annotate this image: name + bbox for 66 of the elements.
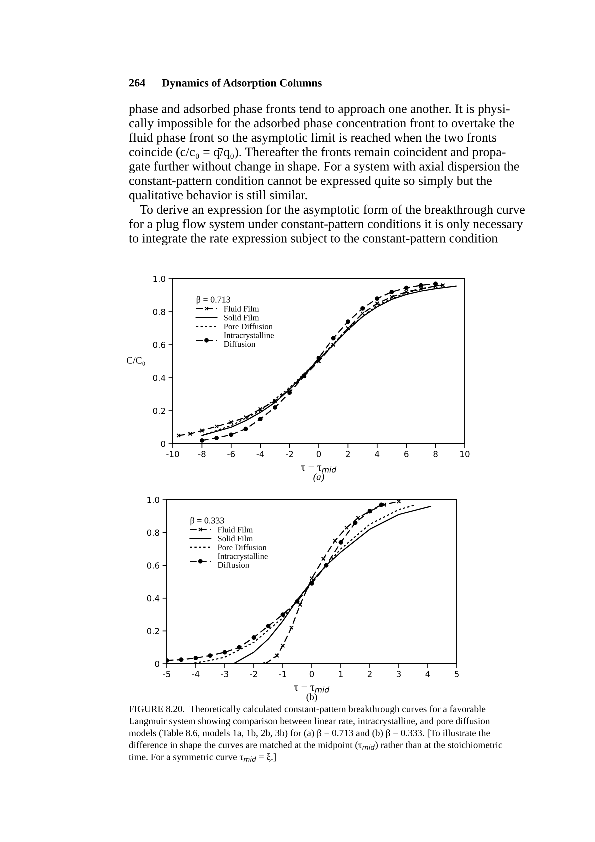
y-tick-label: 0.6 — [153, 342, 166, 348]
x-tick-label: -5 — [163, 671, 170, 678]
x-tick-label: 2 — [368, 671, 372, 678]
legend-label: Fluid Film — [224, 306, 260, 312]
x-axis-title: τ − τ$_{mid}$ — [294, 686, 330, 693]
x-tick-label: 0 — [310, 671, 314, 678]
text: (a) — [314, 474, 324, 482]
x-tick-label: -8 — [198, 451, 206, 458]
x-tick-label: 3 — [396, 671, 401, 678]
x-tick-label: 6 — [404, 451, 409, 458]
x-tick-label: -1 — [279, 671, 286, 678]
y-tick-label: 1.0 — [148, 496, 160, 504]
y-axis-title: C/C₀ — [127, 357, 146, 366]
y-tick-label: 0.6 — [147, 562, 160, 569]
text: phase and adsorbed phase fronts tend to approach one another. It is physi- — [129, 104, 510, 116]
x-tick-label: 4 — [426, 671, 430, 678]
x-tick-label: -6 — [228, 451, 236, 458]
text: models (Table 8.6, models 1a, 1b, 2b, 3b) for (a) β = 0.713 and (b) β = 0.333. [To illustrate the — [129, 730, 490, 738]
y-tick-label: 0.4 — [153, 374, 166, 382]
text: difference in shape the curves are matched at the midpoint (τ$_{mid}$) rather than at the stoichiometric — [129, 742, 502, 750]
x-tick-label: -4 — [256, 451, 264, 458]
y-tick-label: 0 — [161, 440, 166, 448]
text: cally impossible for the adsorbed phase concentration front to overtake the — [129, 118, 514, 130]
text: qualitative behavior is still similar. — [129, 190, 308, 202]
y-tick-label: 0.4 — [147, 595, 160, 602]
x-tick-label: 2 — [346, 451, 350, 458]
text: gate further without change in shape. For a system with axial dispersion the — [130, 162, 520, 174]
y-tick-label: 0.8 — [147, 530, 160, 536]
x-tick-label: 10 — [460, 451, 470, 458]
legend-label: Solid Film — [218, 536, 254, 542]
text: for a plug flow system under constant-pattern conditions it is only necessary — [129, 219, 524, 232]
caption: FIGURE 8.20. Theoretically calculated constant-pattern breakthrough curves for a favorable — [129, 706, 486, 714]
text: coincide (c/c₀ = q̄/q₀). Thereafter the fronts remain coincident and propa- — [129, 147, 506, 160]
x-tick-label: -2 — [286, 451, 294, 458]
x-tick-label: 1 — [339, 671, 343, 678]
x-tick-label: -2 — [250, 671, 258, 678]
legend-label: Pore Diffusion — [218, 544, 267, 550]
text: 264 — [129, 79, 146, 87]
text: to integrate the rate expression subject to the constant-pattern condition — [129, 234, 498, 246]
y-tick-label: 0.2 — [147, 628, 160, 634]
text: Dynamics of Adsorption Columns — [162, 78, 322, 90]
x-tick-label: -3 — [221, 671, 228, 678]
y-tick-label: 0.2 — [153, 408, 166, 414]
legend-title: β = 0.333 — [190, 517, 224, 526]
x-tick-label: 0 — [316, 451, 322, 458]
legend-label: Pore Diffusion — [224, 324, 273, 330]
text: constant-pattern condition cannot be expressed quite so simply but the — [129, 176, 492, 188]
x-tick-label: 5 — [454, 671, 459, 678]
legend-label: Intracrystalline Diffusion — [224, 332, 274, 348]
y-tick-label: 0.8 — [153, 308, 166, 316]
legend-label: Intracrystalline Diffusion — [218, 553, 268, 568]
legend-label: Fluid Film — [218, 526, 254, 533]
y-tick-label: 1.0 — [154, 276, 166, 282]
text: time. For a symmetric curve τ$_{mid}$ = ξ.] — [129, 754, 276, 762]
y-tick-label: 0 — [155, 660, 160, 668]
legend-title: β = 0.713 — [196, 296, 231, 305]
x-tick-label: -10 — [166, 451, 180, 458]
legend-label: Solid Film — [224, 314, 260, 321]
x-axis-title: τ − τ$_{mid}$ — [301, 466, 337, 473]
text: To derive an expression for the asymptotic form of the breakthrough curve — [140, 204, 525, 217]
text: Langmuir system showing comparison between linear rate, intracrystalline, and pore diffusion — [129, 718, 490, 726]
x-tick-label: 8 — [434, 451, 438, 458]
text: fluid phase front so the asymptotic limit is reached when the two fronts — [129, 132, 497, 145]
text: (b) — [306, 694, 318, 702]
x-tick-label: -4 — [192, 671, 200, 678]
x-tick-label: 4 — [375, 451, 380, 458]
